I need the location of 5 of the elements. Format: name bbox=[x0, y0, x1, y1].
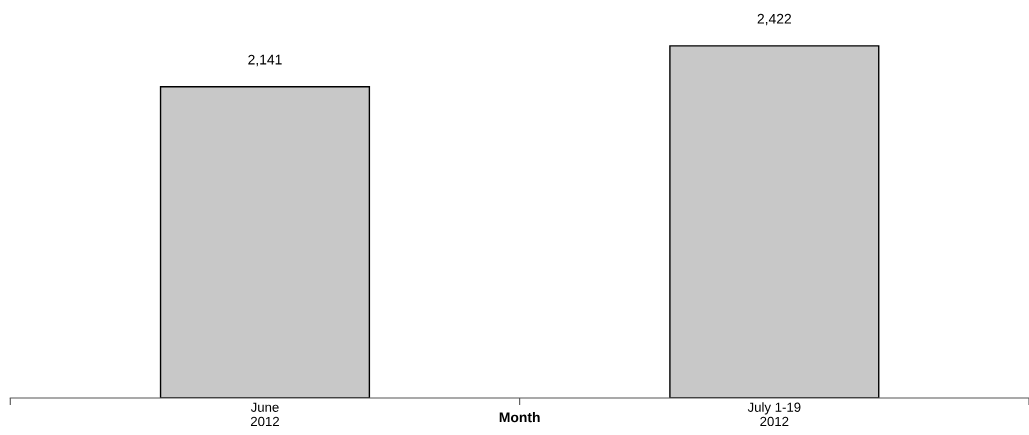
x-axis-title: Month bbox=[499, 412, 540, 423]
x-tick-label: June 2012 bbox=[250, 402, 279, 427]
x-tick-label: July 1-19 2012 bbox=[747, 402, 801, 427]
data-label: 2,141 bbox=[248, 54, 282, 67]
data-label: 2,422 bbox=[757, 13, 791, 26]
